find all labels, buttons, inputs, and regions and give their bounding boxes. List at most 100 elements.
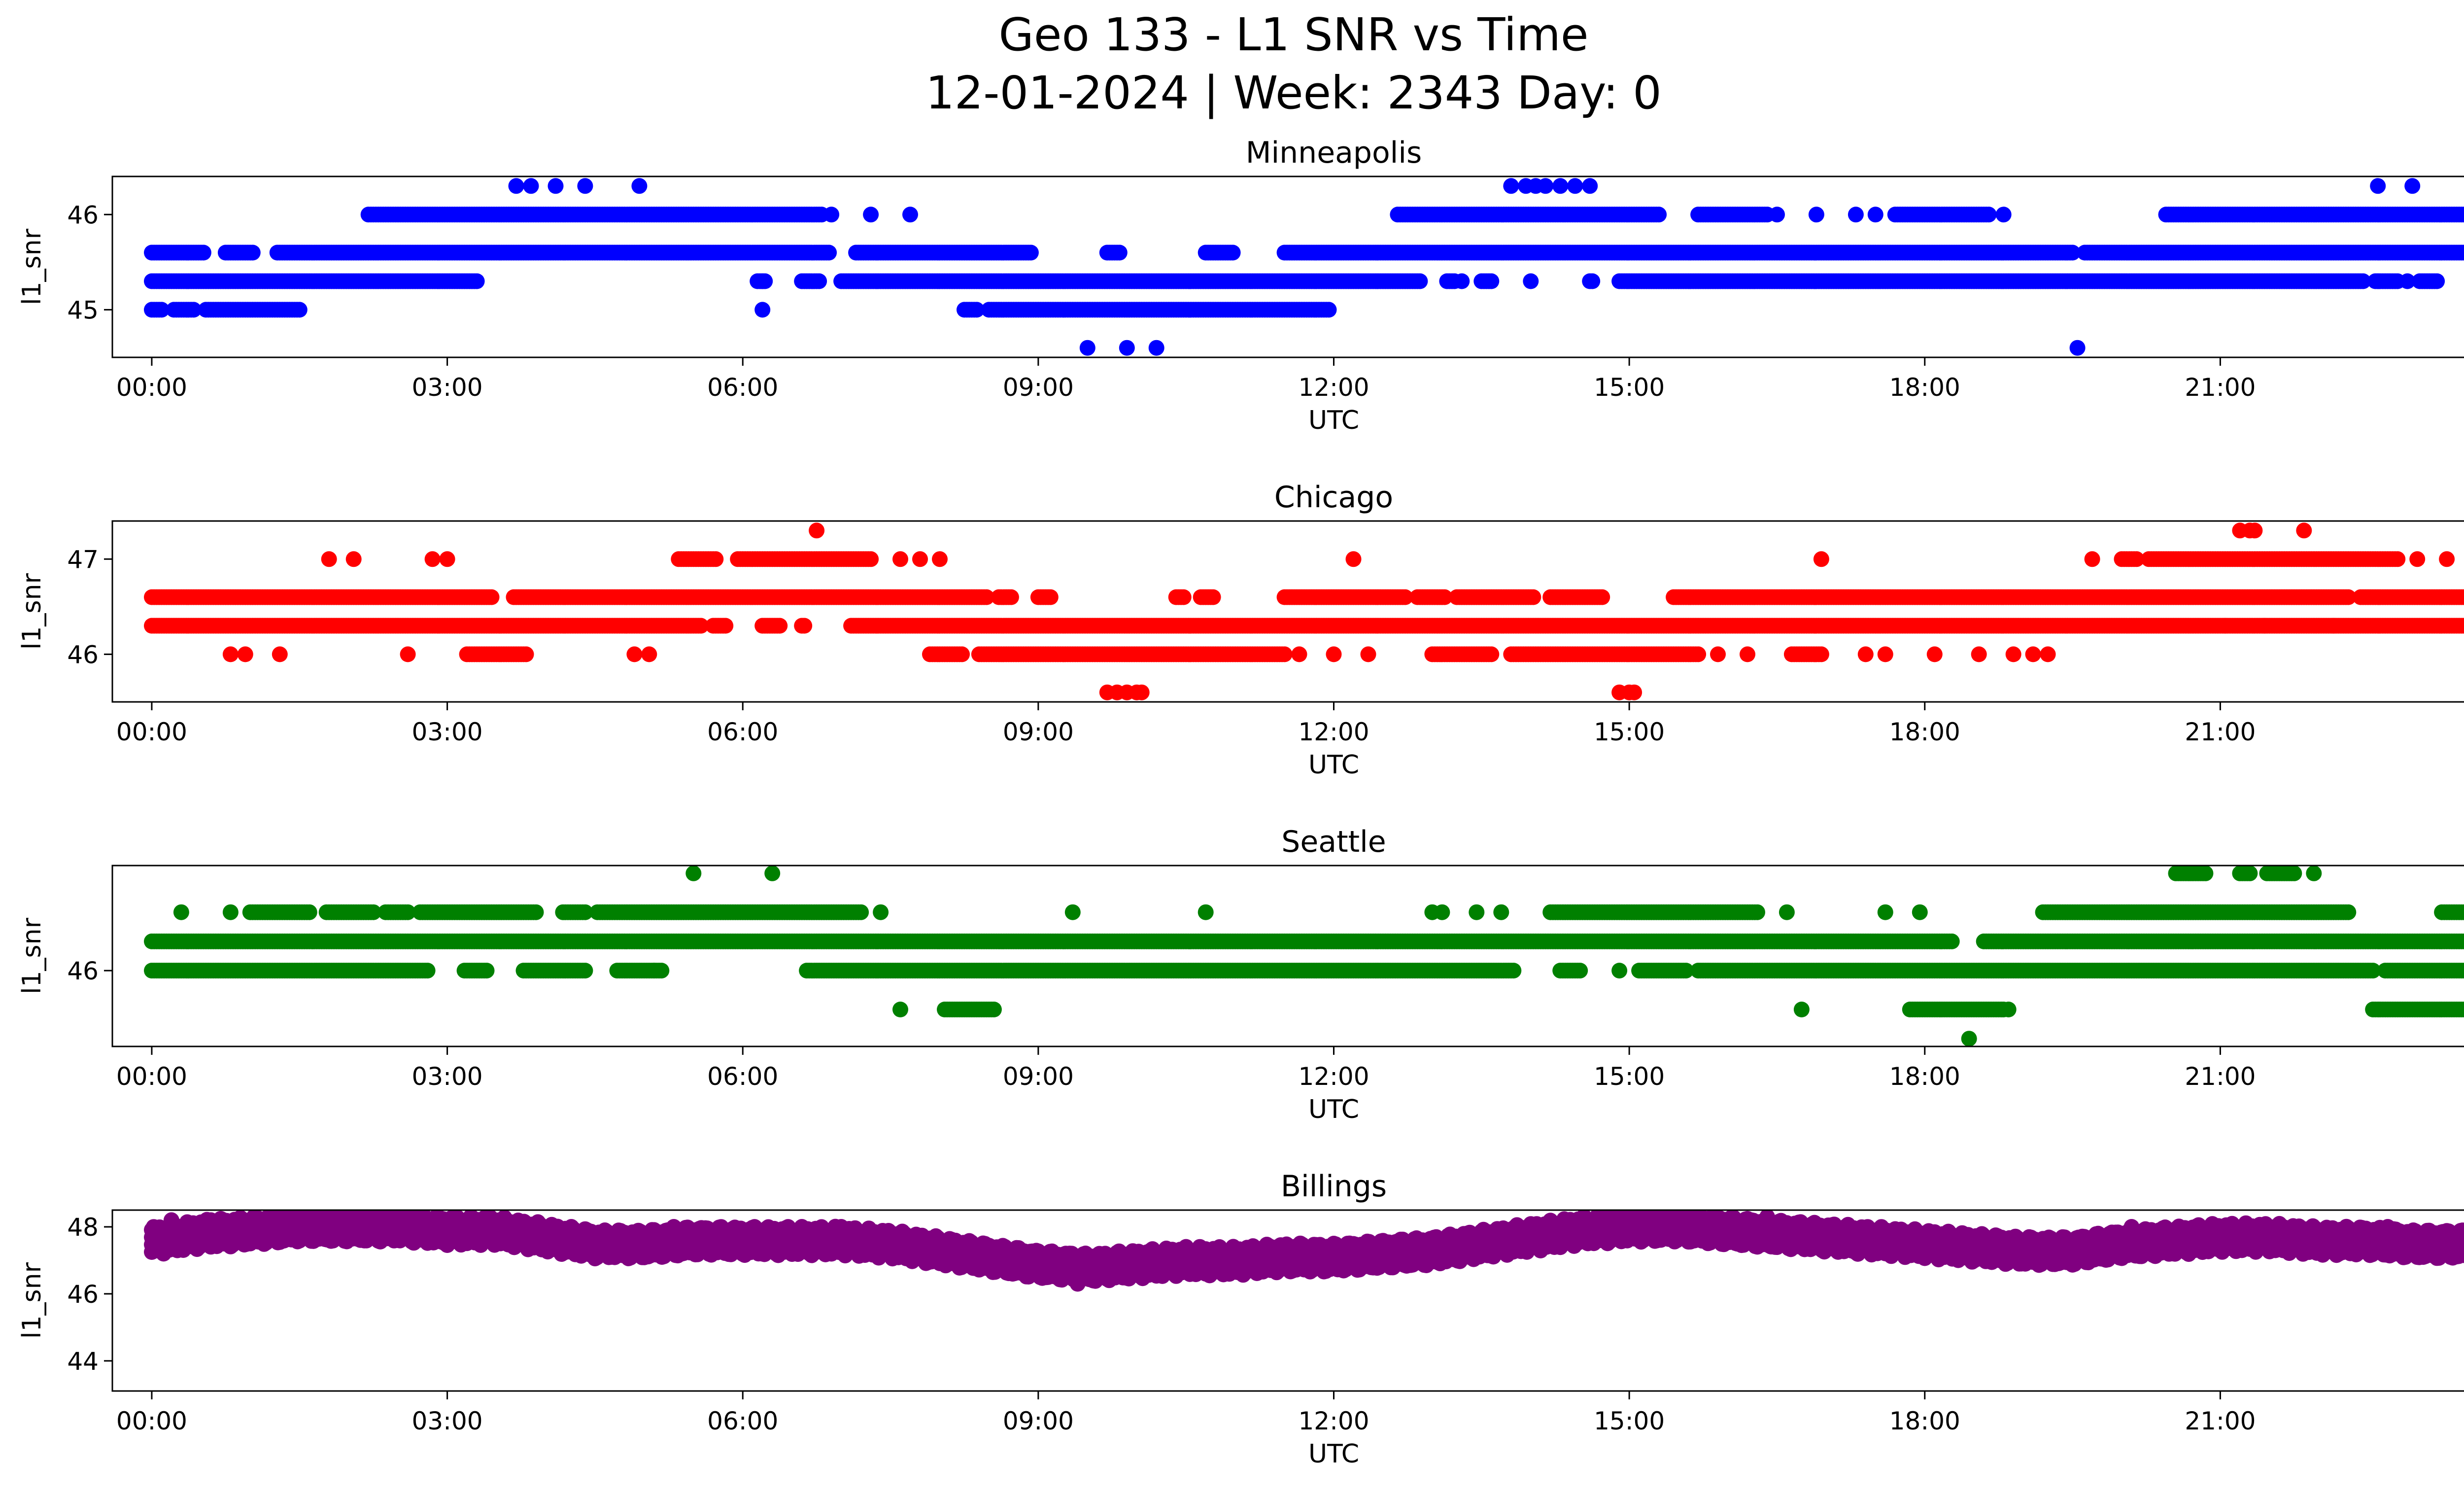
data-point [523,178,539,194]
data-point [2025,646,2041,662]
data-point [2429,273,2445,289]
x-tick-label: 21:00 [2185,373,2256,402]
data-point [1119,340,1135,356]
data-point [1276,646,1293,662]
data-point [631,178,648,194]
data-point [1848,207,1864,223]
x-tick-label: 09:00 [1003,373,1074,402]
data-point [548,178,564,194]
data-point [863,551,879,567]
data-point [439,551,455,567]
data-point [2040,646,2056,662]
data-point [811,273,827,289]
data-point [2370,273,2386,289]
panel-title: Chicago [1274,480,1393,515]
data-point [2409,551,2426,567]
data-point [518,646,534,662]
data-point [641,646,657,662]
data-point [1926,646,1943,662]
data-point [1538,178,1554,194]
x-tick-label: 15:00 [1594,718,1665,746]
data-point [1769,207,1785,223]
y-tick-label: 46 [67,640,99,669]
data-point [1813,646,1829,662]
data-point [1626,684,1643,700]
data-point [693,618,709,634]
data-point [1808,207,1824,223]
data-point [796,618,813,634]
data-point [1205,589,1221,605]
data-point [2326,618,2342,634]
panel-chicago: 00:00 03:00 06:00 09:00 12:00 15:00 18:00 21:00… [17,480,2464,780]
data-point [1326,646,1342,662]
data-point [1291,646,1307,662]
data-point [2390,551,2406,567]
data-point [1397,589,1413,605]
panels: 00:00 03:00 06:00 09:00 12:00 15:00 18:00 21:00… [17,136,2464,1469]
data-point [185,302,202,318]
x-tick-label: 12:00 [1298,373,1369,402]
data-point [2069,340,2086,356]
x-axis-label: UTC [1308,406,1359,435]
data-point [1651,207,1667,223]
data-point [469,273,485,289]
data-point [1483,273,1500,289]
data-point [708,551,724,567]
data-point [1412,273,1428,289]
data-point [1525,589,1541,605]
x-tick-label: 15:00 [1594,373,1665,402]
data-point [1867,207,1883,223]
data-point [2064,244,2081,261]
data-point [1133,684,1150,700]
y-tick-label: 47 [67,545,99,574]
data-point [1360,646,1376,662]
data-point [424,551,441,567]
data-point [1857,646,1874,662]
data-point [1345,551,1362,567]
x-tick-label: 09:00 [1003,718,1074,746]
data-point [1111,244,1128,261]
data-point [902,207,918,223]
data-point [2461,246,2464,259]
x-tick-label: 12:00 [1298,718,1369,746]
data-point [1690,646,1707,662]
panel-minneapolis: 00:00 03:00 06:00 09:00 12:00 15:00 18:00 21:00… [17,136,2464,435]
data-point [1454,273,1470,289]
data-point [345,551,362,567]
data-point [821,244,837,261]
data-point [1552,178,1569,194]
x-axis-label: UTC [1308,750,1359,780]
data-points [144,522,2464,700]
data-point [2296,522,2312,539]
data-point [772,618,788,634]
data-point [2128,551,2145,567]
x-tick-label: 06:00 [707,373,778,402]
data-point [1594,589,1610,605]
data-point [1582,178,1598,194]
data-point [1567,178,1583,194]
data-point [1321,302,1337,318]
data-point [2461,620,2464,632]
data-point [2461,208,2464,221]
data-point [718,618,734,634]
data-point [153,302,170,318]
data-point [809,522,825,539]
data-point [237,646,253,662]
data-point [400,646,416,662]
data-point [2439,551,2455,567]
data-point [222,646,239,662]
x-tick-label: 18:00 [1889,718,1960,746]
x-tick-label: 06:00 [707,718,778,746]
data-point [978,589,994,605]
data-point [2084,551,2100,567]
data-point [321,551,337,567]
data-point [1710,646,1726,662]
data-point [2399,273,2416,289]
y-tick-label: 45 [67,296,99,324]
data-point [1813,551,1829,567]
x-tick-label: 03:00 [412,373,483,402]
data-point [2005,646,2021,662]
data-point [754,302,771,318]
data-point [2257,618,2273,634]
